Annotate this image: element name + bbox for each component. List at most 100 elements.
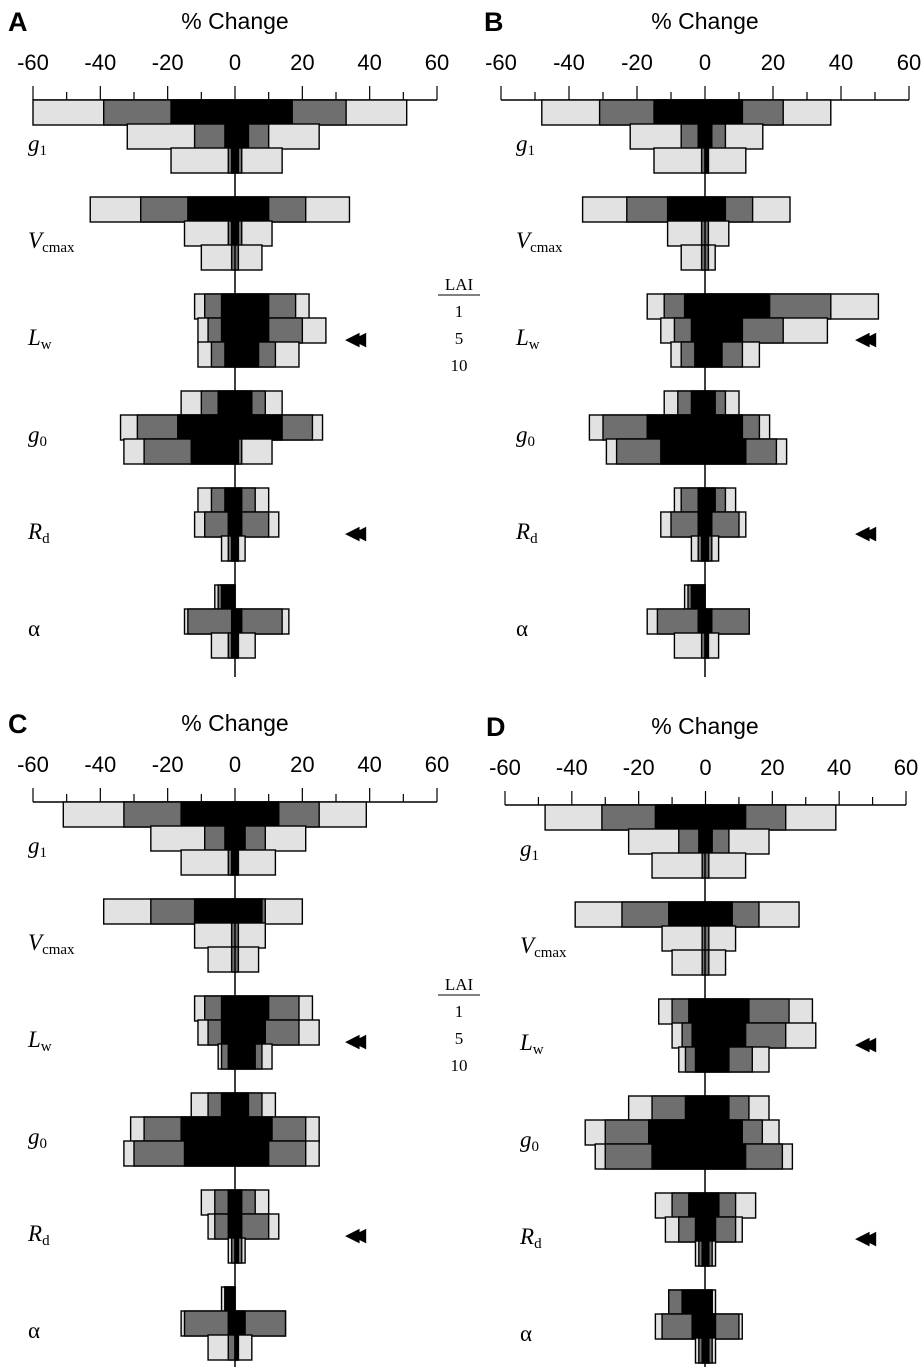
bar-dark-lai-1 (654, 804, 747, 831)
panel-b: B % Change -60 -40 -20 0 20 40 60 g1 Vcmax Lw ◀◀ g0 Rd… (484, 7, 921, 677)
tick-label: 0 (699, 50, 711, 75)
parameter-group: g0 (516, 390, 788, 465)
parameter-group: α (28, 1286, 287, 1361)
parameter-group: g1 (520, 804, 837, 879)
panel-letter: B (484, 7, 504, 37)
bar-dark-lai-1 (224, 487, 243, 514)
bar-dark-lai-10 (190, 438, 240, 465)
parameter-group: Rd ◀◀ (519, 1192, 885, 1267)
bar-dark-lai-5 (647, 1119, 743, 1146)
bar-light-lai-5 (661, 925, 737, 952)
parameter-label: Vcmax (520, 933, 567, 961)
legend-item: 10 (451, 1056, 468, 1075)
legend-item: 1 (455, 302, 464, 321)
bar-dark-lai-1 (666, 196, 727, 223)
bar-dark-lai-5 (220, 1019, 267, 1046)
bar-dark-lai-10 (227, 1043, 256, 1070)
tick-label: -40 (84, 752, 116, 777)
tick-label: 60 (894, 755, 918, 780)
parameter-label: g1 (516, 131, 535, 159)
bar-dark-lai-10 (651, 1143, 747, 1170)
bar-dark-lai-5 (691, 1313, 717, 1340)
lai-legend: LAI 1 5 10 (438, 975, 480, 1075)
parameter-label: g0 (28, 422, 47, 450)
bar-light-lai-5 (193, 922, 267, 949)
lai-legend: LAI 1 5 10 (438, 275, 480, 375)
tick-label: 20 (290, 50, 314, 75)
tick-label: -40 (553, 50, 585, 75)
parameter-label: g0 (520, 1127, 539, 1155)
parameter-label: Lw (515, 325, 540, 353)
parameter-group: Vcmax (28, 196, 351, 271)
parameter-group: g0 (520, 1095, 794, 1170)
bar-dark-lai-1 (690, 390, 716, 417)
bar-dark-lai-5 (224, 123, 250, 150)
bar-dark-lai-1 (681, 1289, 713, 1316)
double-arrow-icon: ◀◀ (855, 1033, 877, 1055)
bar-dark-lai-1 (220, 995, 270, 1022)
legend-item: 1 (455, 1002, 464, 1021)
parameter-group: g0 (28, 390, 324, 465)
parameter-group: g1 (28, 99, 408, 174)
parameter-label: g1 (28, 131, 47, 159)
tick-label: 40 (829, 50, 853, 75)
bar-dark-lai-1 (697, 487, 716, 514)
axis-title: % Change (181, 710, 288, 736)
bar-dark-lai-1 (180, 801, 280, 828)
tick-label: 20 (761, 50, 785, 75)
bar-dark-lai-1 (653, 99, 744, 126)
parameter-label: α (516, 616, 528, 641)
tick-label: -20 (152, 752, 184, 777)
bar-light-lai-10 (671, 949, 727, 976)
bar-dark-lai-5 (230, 608, 243, 635)
double-arrow-icon: ◀◀ (345, 328, 367, 350)
tick-label: -20 (621, 50, 653, 75)
parameter-group: g0 (28, 1092, 320, 1167)
parameter-label: α (520, 1321, 532, 1346)
bar-dark-lai-1 (170, 99, 293, 126)
double-arrow-icon: ◀◀ (855, 328, 877, 350)
legend-title: LAI (445, 975, 474, 994)
parameter-group: α (516, 584, 750, 659)
tick-label: -20 (623, 755, 655, 780)
double-arrow-icon: ◀◀ (855, 1227, 877, 1249)
parameter-label: Vcmax (28, 228, 75, 256)
parameter-label: Vcmax (28, 930, 75, 958)
tick-label: 20 (760, 755, 784, 780)
tick-label: -60 (17, 752, 49, 777)
parameter-label: α (28, 1318, 40, 1343)
panel-letter: A (8, 7, 28, 37)
parameter-group: Lw ◀◀ (27, 293, 375, 368)
bar-dark-lai-5 (227, 1310, 246, 1337)
parameter-group: α (28, 584, 290, 659)
parameter-group: Vcmax (520, 901, 800, 976)
bar-dark-lai-1 (690, 584, 706, 611)
tick-label: -20 (152, 50, 184, 75)
tick-label: 0 (699, 755, 711, 780)
bar-dark-lai-5 (177, 414, 283, 441)
bar-dark-lai-1 (683, 293, 771, 320)
panel-c: C % Change -60 -40 -20 0 20 40 60 g1 Vcmax Lw ◀◀ g0 Rd… (8, 709, 449, 1367)
tick-label: 20 (290, 752, 314, 777)
axis-title: % Change (651, 713, 758, 739)
bar-light-lai-10 (680, 244, 716, 271)
parameter-label: Lw (519, 1030, 544, 1058)
bar-dark-lai-5 (180, 1116, 273, 1143)
axis-title: % Change (651, 8, 758, 34)
parameter-label: α (28, 616, 40, 641)
bar-dark-lai-1 (224, 1286, 236, 1313)
tick-label: -40 (84, 50, 116, 75)
tick-label: 60 (425, 50, 449, 75)
tick-label: -60 (17, 50, 49, 75)
parameter-group: Lw ◀◀ (515, 293, 885, 368)
parameter-label: Rd (519, 1224, 542, 1252)
bar-dark-lai-5 (691, 1022, 747, 1049)
parameter-label: Rd (515, 519, 538, 547)
parameter-group: g1 (516, 99, 832, 174)
bar-light-lai-5 (666, 220, 730, 247)
parameter-group: g1 (28, 801, 367, 876)
panel-a: A % Change -60 -40 -20 0 20 40 60 g1 Vcmax Lw ◀◀ g0 Rd… (8, 7, 449, 677)
parameter-label: g1 (28, 833, 47, 861)
legend-item: 5 (455, 329, 464, 348)
